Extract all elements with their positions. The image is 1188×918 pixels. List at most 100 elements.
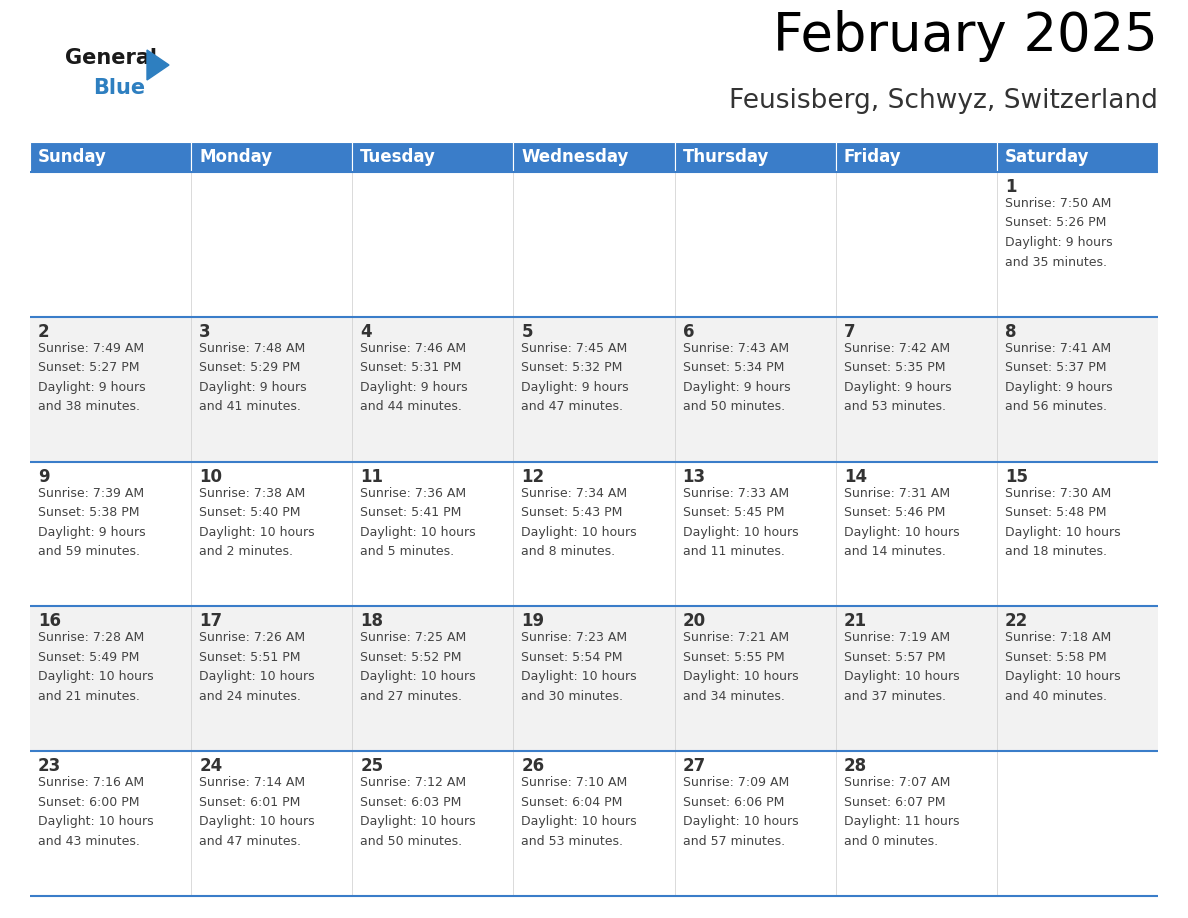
Text: Sunset: 6:01 PM: Sunset: 6:01 PM [200, 796, 301, 809]
Text: 1: 1 [1005, 178, 1017, 196]
Bar [835, 607, 997, 751]
Bar [997, 607, 1158, 751]
Text: 22: 22 [1005, 612, 1028, 631]
Text: and 38 minutes.: and 38 minutes. [38, 400, 140, 413]
Text: Sunrise: 7:30 AM: Sunrise: 7:30 AM [1005, 487, 1111, 499]
Text: Sunset: 5:46 PM: Sunset: 5:46 PM [843, 506, 946, 519]
Text: Sunrise: 7:19 AM: Sunrise: 7:19 AM [843, 632, 950, 644]
Text: Sunset: 5:48 PM: Sunset: 5:48 PM [1005, 506, 1106, 519]
Text: and 50 minutes.: and 50 minutes. [360, 834, 462, 847]
Text: Sunset: 5:41 PM: Sunset: 5:41 PM [360, 506, 462, 519]
Text: 11: 11 [360, 467, 384, 486]
Text: Sunset: 6:03 PM: Sunset: 6:03 PM [360, 796, 462, 809]
Bar [513, 172, 675, 317]
Text: Sunset: 5:37 PM: Sunset: 5:37 PM [1005, 362, 1106, 375]
Bar [191, 607, 353, 751]
Text: Daylight: 9 hours: Daylight: 9 hours [38, 526, 146, 539]
Bar [835, 317, 997, 462]
Text: 9: 9 [38, 467, 50, 486]
Bar [513, 462, 675, 607]
Bar [30, 607, 191, 751]
Bar [191, 172, 353, 317]
Text: and 24 minutes.: and 24 minutes. [200, 690, 301, 703]
Text: 25: 25 [360, 757, 384, 775]
Text: 7: 7 [843, 323, 855, 341]
Text: Daylight: 10 hours: Daylight: 10 hours [360, 670, 476, 683]
Text: Daylight: 10 hours: Daylight: 10 hours [522, 526, 637, 539]
Text: and 27 minutes.: and 27 minutes. [360, 690, 462, 703]
Text: Daylight: 10 hours: Daylight: 10 hours [38, 815, 153, 828]
Text: Daylight: 10 hours: Daylight: 10 hours [360, 526, 476, 539]
Text: General: General [65, 48, 157, 68]
Text: Sunset: 5:55 PM: Sunset: 5:55 PM [683, 651, 784, 664]
Text: Daylight: 10 hours: Daylight: 10 hours [38, 670, 153, 683]
Text: and 0 minutes.: and 0 minutes. [843, 834, 937, 847]
Text: 3: 3 [200, 323, 210, 341]
Text: and 34 minutes.: and 34 minutes. [683, 690, 784, 703]
Text: 15: 15 [1005, 467, 1028, 486]
Text: Daylight: 10 hours: Daylight: 10 hours [1005, 526, 1120, 539]
Bar [997, 172, 1158, 317]
Text: Tuesday: Tuesday [360, 148, 436, 166]
Text: Daylight: 11 hours: Daylight: 11 hours [843, 815, 959, 828]
Bar [353, 607, 513, 751]
Text: Sunrise: 7:21 AM: Sunrise: 7:21 AM [683, 632, 789, 644]
Text: and 37 minutes.: and 37 minutes. [843, 690, 946, 703]
Text: 18: 18 [360, 612, 384, 631]
Text: 17: 17 [200, 612, 222, 631]
Text: Sunrise: 7:16 AM: Sunrise: 7:16 AM [38, 777, 144, 789]
Bar [997, 142, 1158, 172]
Text: Sunrise: 7:50 AM: Sunrise: 7:50 AM [1005, 197, 1111, 210]
Text: 4: 4 [360, 323, 372, 341]
Text: 19: 19 [522, 612, 544, 631]
Text: Wednesday: Wednesday [522, 148, 628, 166]
Text: Sunrise: 7:33 AM: Sunrise: 7:33 AM [683, 487, 789, 499]
Text: and 8 minutes.: and 8 minutes. [522, 545, 615, 558]
Text: and 2 minutes.: and 2 minutes. [200, 545, 293, 558]
Text: Sunrise: 7:31 AM: Sunrise: 7:31 AM [843, 487, 950, 499]
Text: Sunset: 5:57 PM: Sunset: 5:57 PM [843, 651, 946, 664]
Text: Sunset: 5:32 PM: Sunset: 5:32 PM [522, 362, 623, 375]
Text: Sunrise: 7:18 AM: Sunrise: 7:18 AM [1005, 632, 1111, 644]
Bar [353, 462, 513, 607]
Text: and 53 minutes.: and 53 minutes. [843, 400, 946, 413]
Text: Daylight: 10 hours: Daylight: 10 hours [522, 815, 637, 828]
Text: and 50 minutes.: and 50 minutes. [683, 400, 785, 413]
Text: Daylight: 9 hours: Daylight: 9 hours [522, 381, 630, 394]
Text: and 44 minutes.: and 44 minutes. [360, 400, 462, 413]
Text: 13: 13 [683, 467, 706, 486]
Text: Daylight: 9 hours: Daylight: 9 hours [1005, 381, 1112, 394]
Bar [30, 751, 191, 896]
Text: and 40 minutes.: and 40 minutes. [1005, 690, 1107, 703]
Text: Daylight: 9 hours: Daylight: 9 hours [200, 381, 307, 394]
Text: Sunrise: 7:09 AM: Sunrise: 7:09 AM [683, 777, 789, 789]
Text: 20: 20 [683, 612, 706, 631]
Text: and 57 minutes.: and 57 minutes. [683, 834, 785, 847]
Text: Sunrise: 7:14 AM: Sunrise: 7:14 AM [200, 777, 305, 789]
Text: 6: 6 [683, 323, 694, 341]
Text: Sunset: 5:54 PM: Sunset: 5:54 PM [522, 651, 623, 664]
Text: and 35 minutes.: and 35 minutes. [1005, 255, 1107, 268]
Text: Sunset: 5:34 PM: Sunset: 5:34 PM [683, 362, 784, 375]
Text: Daylight: 10 hours: Daylight: 10 hours [200, 670, 315, 683]
Bar [675, 462, 835, 607]
Text: Sunrise: 7:42 AM: Sunrise: 7:42 AM [843, 341, 950, 354]
Text: Sunset: 5:52 PM: Sunset: 5:52 PM [360, 651, 462, 664]
Text: Sunset: 5:40 PM: Sunset: 5:40 PM [200, 506, 301, 519]
Text: Daylight: 10 hours: Daylight: 10 hours [683, 815, 798, 828]
Text: 26: 26 [522, 757, 544, 775]
Bar [997, 751, 1158, 896]
Bar [835, 751, 997, 896]
Text: Sunrise: 7:12 AM: Sunrise: 7:12 AM [360, 777, 467, 789]
Text: Sunrise: 7:49 AM: Sunrise: 7:49 AM [38, 341, 144, 354]
Text: and 43 minutes.: and 43 minutes. [38, 834, 140, 847]
Text: Sunrise: 7:46 AM: Sunrise: 7:46 AM [360, 341, 467, 354]
Text: and 59 minutes.: and 59 minutes. [38, 545, 140, 558]
Text: Daylight: 10 hours: Daylight: 10 hours [360, 815, 476, 828]
Text: and 11 minutes.: and 11 minutes. [683, 545, 784, 558]
Text: Saturday: Saturday [1005, 148, 1089, 166]
Text: Daylight: 9 hours: Daylight: 9 hours [360, 381, 468, 394]
Bar [513, 607, 675, 751]
Text: 23: 23 [38, 757, 62, 775]
Bar [191, 751, 353, 896]
